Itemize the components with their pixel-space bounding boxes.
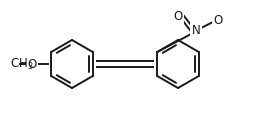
Text: O: O — [173, 9, 183, 23]
Text: O: O — [213, 13, 222, 26]
Text: N: N — [192, 24, 200, 36]
Text: CH$_3$: CH$_3$ — [10, 56, 34, 72]
Text: O: O — [27, 57, 37, 71]
